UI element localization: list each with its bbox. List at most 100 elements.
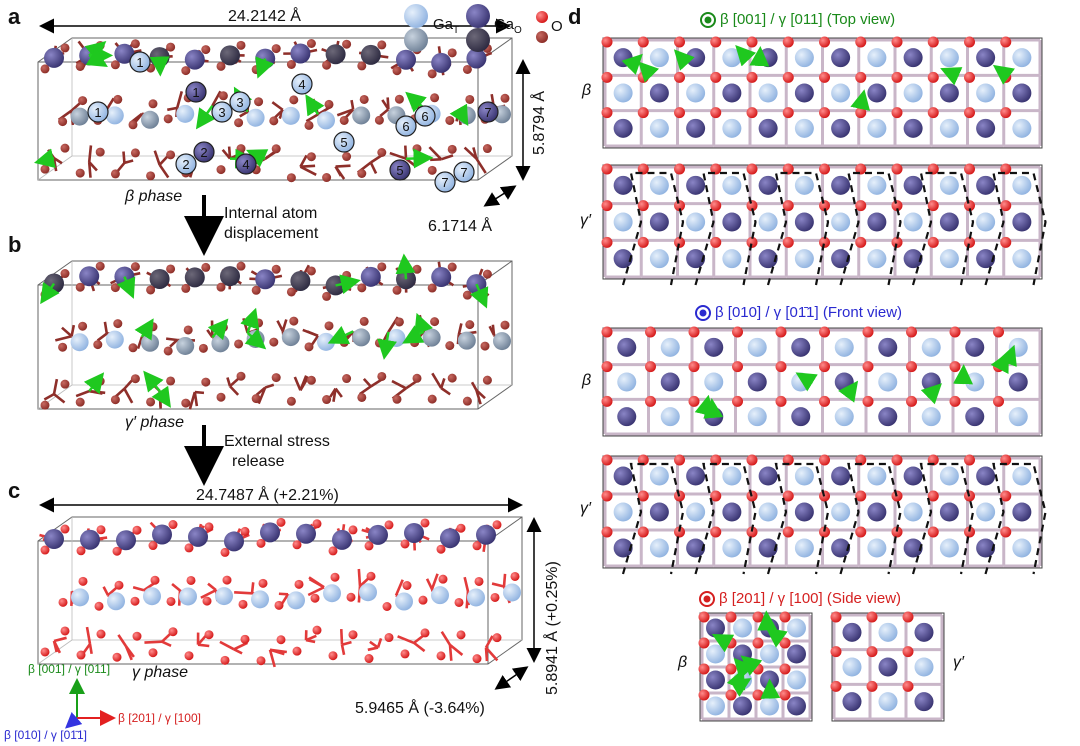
- o-atom: [862, 326, 874, 338]
- o-atom: [725, 689, 737, 701]
- panel-a-phase: β phase: [125, 188, 183, 205]
- axis-label-green: β [001] / γ [011]: [28, 662, 111, 676]
- o-atom: [269, 337, 279, 347]
- ga-t-atom: [903, 83, 923, 103]
- o-atom: [271, 373, 281, 383]
- numbered-atom: [175, 153, 197, 175]
- o-atom: [269, 116, 279, 126]
- panel-d-views: [601, 36, 1047, 722]
- o-atom: [645, 395, 656, 407]
- ga-t-atom: [422, 328, 441, 347]
- o-atom: [474, 576, 484, 586]
- ga-o-atom: [758, 175, 778, 195]
- axis-label-blue: β [010] / γ [01̄1]: [4, 728, 87, 742]
- o-atom: [306, 39, 316, 49]
- o-atom: [993, 326, 1004, 338]
- o-atom: [927, 163, 939, 175]
- o-atom: [819, 395, 830, 407]
- o-atom: [374, 115, 384, 125]
- o-atom: [866, 680, 878, 692]
- numbered-atom: [389, 159, 411, 181]
- ga-o-atom: [1012, 83, 1032, 103]
- o-atom: [445, 115, 455, 125]
- ga-t-atom: [105, 330, 124, 349]
- numbered-atom: [291, 73, 313, 95]
- o-atom: [891, 163, 903, 175]
- o-atom: [456, 523, 466, 533]
- o-atom: [346, 592, 356, 602]
- o-atom: [891, 526, 903, 538]
- ga-o-atom: [831, 48, 851, 68]
- o-atom: [234, 118, 244, 128]
- ga-o-atom: [704, 337, 724, 357]
- view-title-front: β [010] / γ [01̄1] (Front view): [715, 304, 903, 321]
- o-atom: [674, 36, 685, 48]
- o-atom: [1000, 200, 1012, 212]
- displacement-arrow: [195, 105, 216, 130]
- o-atom: [128, 343, 138, 353]
- o-atom: [855, 236, 867, 248]
- ga-t-atom: [649, 249, 669, 269]
- o-atom: [746, 163, 758, 175]
- o-atom: [964, 236, 975, 248]
- panel-c-length-x: 24.7487 Å (+2.21%): [196, 487, 339, 504]
- o-atom: [1000, 526, 1012, 538]
- o-atom: [819, 36, 830, 48]
- o-atom: [710, 71, 722, 83]
- displacement-arrow: [711, 634, 735, 653]
- o-atom: [710, 36, 722, 48]
- o-atom: [204, 630, 214, 640]
- ga-o-atom: [842, 622, 862, 642]
- ga-o-atom: [939, 83, 959, 103]
- transition-2-line2: release: [232, 453, 285, 470]
- ga-t-atom: [179, 587, 197, 606]
- o-atom: [782, 71, 794, 83]
- o-atom: [324, 99, 334, 109]
- o-atom: [412, 144, 422, 154]
- ga-t-atom: [143, 587, 161, 606]
- o-atom: [1000, 454, 1012, 466]
- ga-o-atom: [791, 337, 811, 357]
- ga-t-atom: [359, 583, 377, 602]
- ga-t-atom: [317, 332, 335, 351]
- displacement-arrow: [992, 64, 1015, 85]
- ga-o-atom: [613, 538, 633, 558]
- o-atom: [490, 592, 500, 602]
- o-atom: [855, 163, 867, 175]
- ga-t-atom: [613, 212, 633, 232]
- o-atom: [927, 236, 939, 248]
- ga-t-atom: [105, 106, 124, 125]
- o-atom: [746, 200, 758, 212]
- o-atom: [114, 580, 124, 590]
- panel-a-length-x: 24.2142 Å: [228, 8, 301, 25]
- ga-t-atom: [976, 83, 996, 103]
- o-atom: [181, 283, 191, 293]
- ga-o-atom: [747, 372, 767, 392]
- ga-o-atom: [325, 44, 346, 65]
- o-atom: [310, 593, 320, 603]
- ga-o-atom: [431, 52, 452, 73]
- o-atom: [112, 652, 122, 662]
- o-atom: [40, 64, 50, 74]
- displacement-arrow: [40, 281, 60, 305]
- o-atom: [95, 147, 105, 157]
- ga-t-atom: [70, 107, 89, 126]
- numbered-atom: [129, 51, 151, 73]
- o-atom: [902, 646, 914, 658]
- o-atom: [465, 94, 475, 104]
- ga-o-atom: [44, 529, 64, 550]
- o-atom: [1000, 163, 1012, 175]
- atom-index-label: 5: [396, 163, 403, 178]
- o-atom: [782, 236, 794, 248]
- o-atom: [204, 522, 214, 532]
- ga-o-atom: [758, 249, 778, 269]
- o-atom: [251, 394, 261, 404]
- ga-o-atom: [617, 407, 637, 427]
- o-atom: [891, 107, 903, 119]
- displacement-arrow: [305, 94, 325, 117]
- o-atom: [218, 91, 228, 101]
- o-atom: [891, 71, 903, 83]
- ga-o-atom: [976, 538, 996, 558]
- ga-o-atom: [79, 266, 100, 287]
